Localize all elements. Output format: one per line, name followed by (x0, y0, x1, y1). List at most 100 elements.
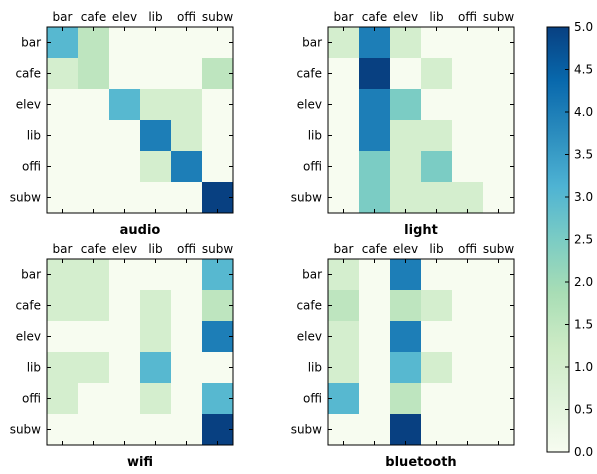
x-tick-label: cafe (362, 10, 388, 24)
heatmap-cell (202, 120, 233, 151)
colorbar-tick-label: 2.5 (574, 233, 593, 247)
heatmap-cell (452, 259, 483, 290)
heatmap-panel-audio: bar cafe elev lib offi subwbarcafeelevliboffi… (10, 10, 234, 238)
x-tick-label: elev (393, 10, 418, 24)
heatmap-cell (78, 89, 109, 120)
heatmap-cell (483, 27, 514, 58)
colorbar-tick-label: 0.0 (574, 445, 593, 459)
heatmap-cell (140, 151, 171, 182)
y-tick-label: offi (303, 392, 322, 406)
x-tick-label: bar (334, 10, 354, 24)
heatmap-cell (390, 290, 421, 321)
heatmap-cell (421, 321, 452, 352)
heatmap-cell (47, 259, 78, 290)
heatmap-panel-wifi: bar cafe elev lib offi subwbarcafeelevliboffi… (10, 242, 234, 470)
heatmap-panel-light: bar cafe elev lib offi subwbarcafeelevliboffi… (291, 10, 515, 238)
y-tick-label: elev (16, 330, 41, 344)
heatmap-cell (359, 151, 390, 182)
panel-title: wifi (127, 455, 153, 470)
x-tick-label: lib (429, 10, 443, 24)
colorbar-tick-label: 0.5 (574, 403, 593, 417)
heatmap-cell (452, 182, 483, 213)
heatmap-cell (202, 290, 233, 321)
heatmap-cell (421, 58, 452, 89)
heatmap-cell (328, 120, 359, 151)
heatmap-cell (109, 89, 140, 120)
y-tick-label: subw (10, 423, 41, 437)
heatmap-cell (171, 383, 202, 414)
heatmap-cell (452, 321, 483, 352)
heatmap-cell (171, 151, 202, 182)
y-tick-label: elev (297, 330, 322, 344)
heatmap-cell (359, 321, 390, 352)
y-tick-label: offi (303, 160, 322, 174)
x-tick-label: offi (177, 242, 196, 256)
heatmap-cell (359, 182, 390, 213)
heatmap-cell (140, 414, 171, 445)
x-tick-label: offi (458, 242, 477, 256)
x-tick-label: bar (53, 10, 73, 24)
heatmap-cell (140, 352, 171, 383)
heatmap-panel-bluetooth: bar cafe elev lib offi subwbarcafeelevliboffi… (291, 242, 515, 470)
heatmap-cell (421, 383, 452, 414)
heatmap-cell (483, 352, 514, 383)
heatmap-cell (78, 414, 109, 445)
heatmap-cell (171, 89, 202, 120)
heatmap-cell (328, 151, 359, 182)
heatmap-cell (328, 58, 359, 89)
heatmap-cell (359, 89, 390, 120)
y-tick-label: offi (22, 160, 41, 174)
heatmap-cell (47, 182, 78, 213)
heatmap-cell (359, 414, 390, 445)
heatmap-cell (78, 290, 109, 321)
heatmap-cell (78, 27, 109, 58)
y-tick-label: subw (10, 191, 41, 205)
heatmap-cell (483, 259, 514, 290)
heatmap-cell (328, 383, 359, 414)
colorbar-tick-label: 2.0 (574, 275, 593, 289)
heatmap-cell (109, 321, 140, 352)
y-tick-label: cafe (15, 67, 41, 81)
heatmap-cell (78, 58, 109, 89)
heatmap-cell (171, 182, 202, 213)
heatmap-cell (171, 352, 202, 383)
heatmap-cell (452, 27, 483, 58)
panel-title: bluetooth (385, 455, 456, 470)
heatmap-cell (328, 321, 359, 352)
heatmap-cell (452, 58, 483, 89)
x-tick-label: bar (334, 242, 354, 256)
heatmap-cell (390, 259, 421, 290)
heatmap-cell (171, 259, 202, 290)
heatmap-cell (328, 414, 359, 445)
colorbar-tick-label: 1.0 (574, 360, 593, 374)
heatmap-cell (390, 58, 421, 89)
heatmap-cell (78, 182, 109, 213)
heatmap-cell (421, 151, 452, 182)
heatmap-cell (140, 58, 171, 89)
heatmap-cell (109, 27, 140, 58)
heatmap-cell (452, 290, 483, 321)
y-tick-label: offi (22, 392, 41, 406)
x-tick-label: lib (148, 10, 162, 24)
y-tick-label: bar (302, 268, 322, 282)
heatmap-cell (47, 321, 78, 352)
heatmap-cell (78, 383, 109, 414)
heatmap-cell (390, 414, 421, 445)
x-tick-label: lib (429, 242, 443, 256)
heatmap-cell (47, 352, 78, 383)
heatmap-cell (140, 321, 171, 352)
heatmap-cell (47, 120, 78, 151)
heatmap-cell (140, 89, 171, 120)
x-tick-label: cafe (362, 242, 388, 256)
heatmap-cell (109, 58, 140, 89)
heatmap-cell (140, 120, 171, 151)
heatmap-cell (140, 27, 171, 58)
x-tick-label: elev (112, 10, 137, 24)
heatmap-cell (328, 290, 359, 321)
x-tick-label: subw (483, 10, 514, 24)
heatmap-cell (452, 352, 483, 383)
heatmap-cell (109, 259, 140, 290)
heatmap-cell (390, 352, 421, 383)
y-tick-label: lib (308, 129, 322, 143)
x-tick-label: subw (202, 10, 233, 24)
